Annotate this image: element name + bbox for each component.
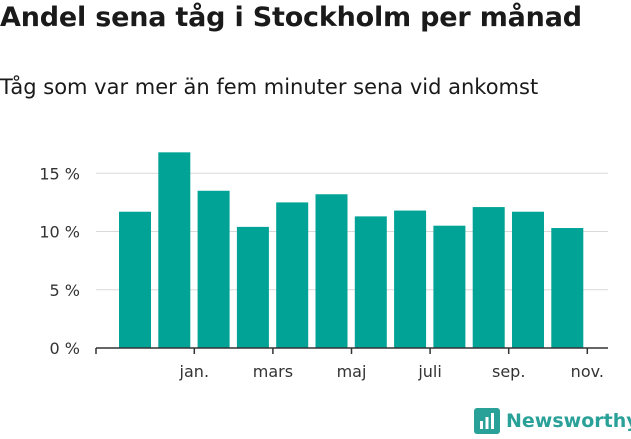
- y-tick-label: 15 %: [39, 164, 80, 183]
- y-tick-label: 10 %: [39, 223, 80, 242]
- x-tick-label: jan.: [179, 362, 209, 381]
- bar: [197, 190, 230, 348]
- bar: [512, 211, 544, 348]
- brand-name: Newsworthy: [506, 410, 631, 432]
- x-tick-label: maj: [337, 362, 367, 381]
- bar: [276, 202, 309, 348]
- y-tick-label: 0 %: [50, 339, 80, 358]
- newsworthy-logo: Newsworthy: [474, 408, 631, 434]
- x-tick-label: juli: [417, 362, 441, 381]
- bar: [236, 226, 269, 348]
- bar: [158, 152, 191, 348]
- y-tick-label: 5 %: [50, 281, 80, 300]
- newsworthy-icon: [474, 408, 500, 434]
- chart-title: Andel sena tåg i Stockholm per månad: [0, 2, 582, 33]
- x-tick-label: sep.: [492, 362, 525, 381]
- bar: [354, 216, 387, 348]
- chart-subtitle: Tåg som var mer än fem minuter sena vid …: [0, 75, 539, 99]
- bar: [472, 207, 505, 348]
- x-tick-label: nov.: [571, 362, 604, 381]
- bar: [551, 228, 584, 348]
- bar: [315, 194, 348, 348]
- bar: [119, 211, 151, 348]
- x-tick-label: mars: [253, 362, 293, 381]
- bar: [394, 210, 427, 348]
- bar: [433, 225, 466, 348]
